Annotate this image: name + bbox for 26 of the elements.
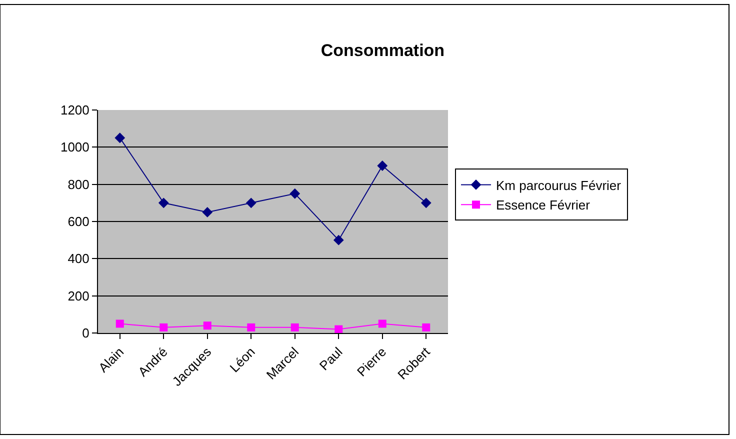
y-tick-label: 200: [68, 288, 90, 304]
point: [378, 320, 386, 328]
legend-label: Km parcourus Février: [496, 178, 622, 193]
y-tick-label: 400: [68, 251, 90, 266]
point: [160, 323, 168, 332]
point: [246, 198, 256, 208]
point: [290, 323, 299, 332]
y-tick-label: 800: [68, 176, 90, 192]
point: [247, 323, 256, 332]
y-tick-label: 1000: [60, 140, 90, 155]
point: [422, 323, 430, 332]
point: [377, 160, 388, 171]
point: [420, 198, 432, 208]
legend-label: Essence Février: [496, 198, 591, 213]
point: [158, 198, 169, 208]
point: [333, 234, 344, 246]
point: [203, 322, 212, 330]
y-tick-label: 600: [68, 214, 90, 230]
y-tick-label: 1200: [60, 102, 90, 118]
chart-title: Consommation: [320, 40, 445, 60]
point: [290, 188, 300, 199]
y-tick-label: 0: [82, 326, 90, 341]
point: [202, 207, 213, 218]
point: [334, 325, 343, 333]
point: [116, 320, 124, 328]
point: [114, 132, 126, 144]
